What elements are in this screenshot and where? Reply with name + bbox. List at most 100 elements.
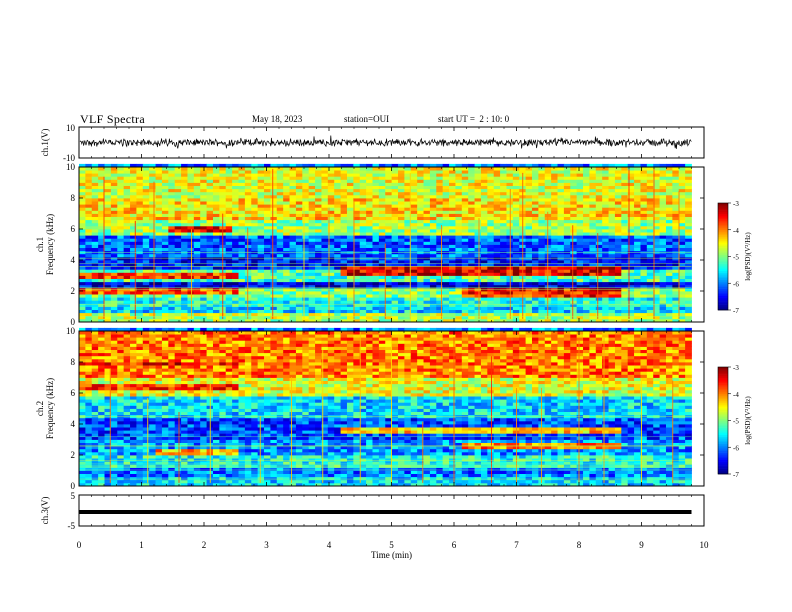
ch1-spec-cell: [334, 294, 341, 298]
ch1-spec-cell: [110, 170, 118, 174]
ch1-spec-cell: [570, 191, 578, 196]
ch1-spec-cell: [206, 287, 214, 292]
ch1-spec-cell: [487, 294, 495, 298]
ch1-spec-cell: [321, 167, 329, 171]
ch1-spec-cell: [506, 318, 514, 323]
ch1-spec-cell: [346, 312, 354, 317]
ch1-spec-cell: [161, 253, 169, 258]
ch1-spec-cell: [449, 297, 456, 301]
ch1-spec-cell: [589, 173, 597, 177]
ch1-spec-cell: [366, 194, 373, 199]
ch1-spec-cell: [659, 266, 667, 270]
ch1-spec-cell: [608, 278, 616, 283]
ch1-spec-cell: [136, 167, 144, 171]
ch1-spec-cell: [455, 312, 463, 317]
ch1-spec-cell: [634, 291, 641, 295]
ch1-spec-cell: [672, 263, 680, 267]
ch1-spec-cell: [500, 294, 507, 298]
ch1-spec-cell: [551, 235, 558, 239]
ch1-spec-cell: [193, 294, 201, 298]
ch1-spec-cell: [398, 232, 405, 236]
ch1-spec-cell: [315, 294, 322, 298]
ch1-spec-cell: [283, 284, 290, 289]
ch1-spec-cell: [321, 222, 329, 227]
ch1-spec-cell: [487, 207, 495, 211]
ch1-spec-cell: [512, 287, 520, 292]
ch1-spec-cell: [264, 213, 271, 217]
ch1-spec-cell: [512, 272, 520, 276]
ch1-spec-cell: [429, 179, 437, 183]
ch1-spec-cell: [563, 260, 571, 264]
ch1-spec-cell: [627, 176, 635, 180]
ch1-spec-cell: [429, 198, 437, 202]
ch1-spec-cell: [678, 303, 686, 307]
ch1-spec-cell: [646, 173, 654, 177]
ch1-spec-cell: [142, 219, 150, 224]
ch1-spec-cell: [334, 318, 341, 323]
ch1-spec-cell: [602, 272, 609, 276]
ch1-spec-cell: [130, 194, 137, 199]
ch1-spec-cell: [672, 306, 680, 310]
ch1-spec-cell: [685, 275, 692, 279]
ch1-spec-cell: [91, 306, 99, 310]
ch1-spec-cell: [417, 219, 424, 224]
ch1-spec-cell: [602, 244, 609, 248]
ch1-spec-cell: [283, 194, 290, 199]
ch1-spec-cell: [404, 272, 412, 276]
ch1-spec-cell: [659, 272, 667, 276]
ch1-spec-cell: [149, 185, 156, 190]
ch1-spec-cell: [225, 266, 233, 270]
ch1-spec-cell: [583, 287, 590, 292]
ch1-spec-cell: [238, 163, 246, 168]
ch1-spec-cell: [570, 281, 578, 286]
ch1-spec-cell: [621, 216, 629, 221]
ch1-spec-cell: [308, 284, 316, 289]
ch1-spec-cell: [468, 281, 475, 286]
ch1-spec-cell: [614, 300, 622, 304]
ch1-spec-cell: [206, 191, 214, 196]
ch1-spec-cell: [302, 185, 310, 190]
ch1-spec-cell: [436, 306, 444, 310]
ch1-spec-cell: [461, 281, 469, 286]
ch1-spec-cell: [385, 235, 393, 239]
ch1-spec-cell: [621, 210, 629, 214]
ch1-spec-cell: [321, 287, 329, 292]
ch1-spec-cell: [244, 256, 252, 261]
ch1-spec-cell: [493, 318, 501, 323]
ch1-spec-cell: [327, 303, 335, 307]
ch1-spec-cell: [398, 173, 405, 177]
ch1-spec-cell: [429, 278, 437, 283]
ch1-spec-cell: [391, 291, 399, 295]
ch1-spec-cell: [608, 300, 616, 304]
ch1-spec-cell: [130, 198, 137, 202]
ch1-spec-cell: [665, 201, 673, 205]
ch1-spec-cell: [270, 256, 278, 261]
ch1-spec-cell: [442, 297, 450, 301]
ch1-spec-cell: [685, 244, 692, 248]
ch1-spec-cell: [665, 306, 673, 310]
chart-title: VLF Spectra: [80, 112, 145, 126]
ch1-spec-cell: [557, 281, 565, 286]
ch1-spec-cell: [130, 219, 137, 224]
ch1-spec-cell: [646, 238, 654, 242]
ch1-spec-cell: [142, 263, 150, 267]
ch1-spec-cell: [366, 309, 373, 314]
ch1-spec-cell: [474, 219, 482, 224]
ch1-spec-cell: [136, 284, 144, 289]
ch1-spec-cell: [353, 201, 361, 205]
ch1-spec-cell: [251, 297, 259, 301]
ch1-spec-cell: [461, 201, 469, 205]
ch1-spec-cell: [315, 216, 322, 221]
ch1-spec-cell: [289, 207, 297, 211]
ch1-spec-cell: [678, 300, 686, 304]
ch1-spec-cell: [659, 263, 667, 267]
ch1-spec-cell: [104, 191, 112, 196]
ch1-spec-cell: [627, 309, 635, 314]
ch1-spec-cell: [455, 191, 463, 196]
ch1-spec-cell: [385, 194, 393, 199]
ch1-spec-cell: [455, 294, 463, 298]
ch1-spec-cell: [410, 263, 418, 267]
ch1-spec-cell: [378, 275, 386, 279]
ch1-spec-cell: [627, 219, 635, 224]
ch1-spec-cell: [225, 173, 233, 177]
